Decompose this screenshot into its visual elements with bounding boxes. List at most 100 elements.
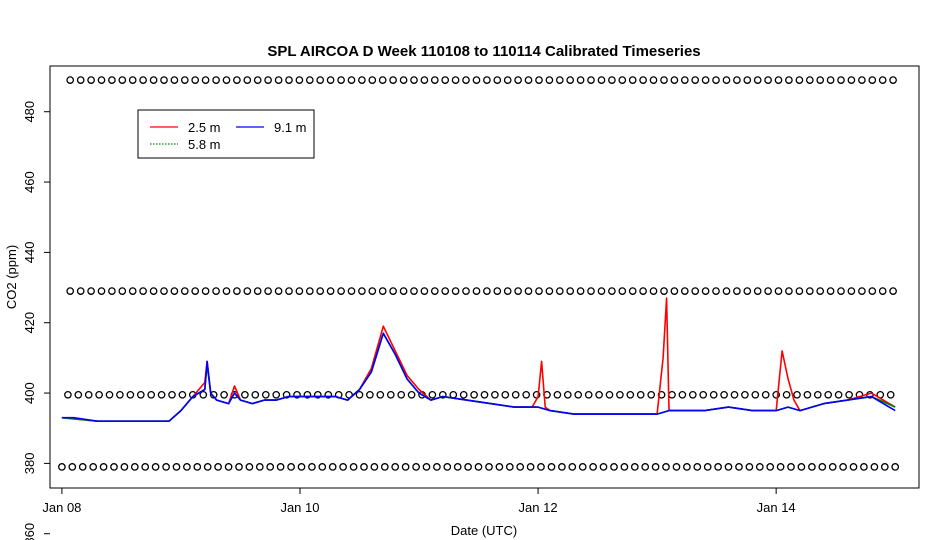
marker-point-row0 — [464, 463, 472, 471]
x-tick-label: Jan 14 — [757, 500, 796, 515]
marker-point-row3 — [441, 76, 450, 84]
marker-point-row3 — [680, 76, 689, 84]
marker-point-row3 — [472, 76, 481, 84]
marker-point-row0 — [89, 463, 98, 471]
marker-point-row0 — [745, 463, 754, 471]
marker-point-row0 — [328, 463, 337, 471]
marker-point-row0 — [443, 463, 452, 471]
marker-point-row2 — [212, 287, 220, 295]
y-axis: 360 380 400 420 440 460 480 — [22, 101, 50, 540]
marker-point-row2 — [660, 287, 668, 295]
marker-point-row3 — [305, 76, 314, 84]
marker-point-row1 — [491, 390, 499, 399]
marker-point-row2 — [118, 287, 127, 295]
marker-point-row1 — [699, 390, 708, 399]
marker-point-row3 — [420, 76, 429, 84]
marker-point-row1 — [64, 390, 72, 399]
marker-point-row1 — [782, 390, 791, 399]
marker-point-row3 — [837, 76, 845, 84]
marker-point-row0 — [485, 463, 493, 471]
marker-point-row3 — [201, 76, 210, 84]
y-tick-label: 480 — [22, 101, 37, 123]
marker-point-row3 — [180, 76, 189, 84]
marker-point-row3 — [264, 76, 272, 84]
marker-point-row1 — [272, 390, 281, 399]
y-axis-label: CO2 (ppm) — [4, 245, 19, 309]
marker-point-row3 — [253, 76, 262, 84]
plot-frame — [49, 65, 920, 489]
marker-point-row2 — [326, 287, 335, 295]
marker-point-row0 — [516, 463, 525, 471]
marker-point-row3 — [566, 76, 575, 84]
legend: 2.5 m 5.8 m 9.1 m — [137, 109, 315, 159]
marker-point-row2 — [868, 287, 877, 295]
marker-point-row2 — [878, 287, 887, 295]
marker-point-row2 — [66, 287, 75, 295]
marker-point-row2 — [451, 287, 460, 295]
marker-point-row3 — [733, 76, 741, 84]
marker-point-row2 — [712, 287, 720, 295]
marker-point-row2 — [733, 287, 741, 295]
marker-point-row1 — [366, 390, 374, 399]
marker-point-row0 — [370, 463, 379, 471]
marker-point-row0 — [214, 463, 222, 471]
marker-point-row3 — [743, 76, 752, 84]
marker-point-row2 — [139, 287, 147, 295]
marker-point-row0 — [641, 463, 650, 471]
marker-point-row3 — [128, 76, 137, 84]
marker-point-row2 — [576, 287, 585, 295]
marker-point-row2 — [180, 287, 189, 295]
marker-point-row1 — [84, 390, 93, 399]
marker-point-row3 — [545, 76, 554, 84]
marker-point-row2 — [462, 287, 470, 295]
marker-point-row2 — [483, 287, 491, 295]
marker-point-row1 — [376, 390, 385, 399]
marker-point-row0 — [558, 463, 566, 471]
marker-point-row0 — [266, 463, 275, 471]
marker-point-row3 — [170, 76, 179, 84]
marker-point-row1 — [470, 390, 478, 399]
marker-point-row0 — [78, 463, 87, 471]
marker-point-row2 — [889, 287, 897, 295]
marker-point-row1 — [824, 390, 833, 399]
marker-point-row1 — [678, 390, 687, 399]
marker-point-row2 — [847, 287, 856, 295]
marker-point-row3 — [722, 76, 731, 84]
marker-point-row3 — [66, 76, 75, 84]
marker-point-row3 — [639, 76, 647, 84]
marker-point-row3 — [670, 76, 679, 84]
marker-point-row1 — [741, 390, 749, 399]
marker-point-row1 — [886, 390, 895, 399]
y-tick-label: 440 — [22, 242, 37, 264]
y-tick-label: 380 — [22, 453, 37, 475]
marker-point-row2 — [399, 287, 408, 295]
marker-point-row3 — [587, 76, 595, 84]
marker-point-row2 — [795, 287, 804, 295]
marker-point-row1 — [511, 390, 520, 399]
marker-point-row1 — [407, 390, 416, 399]
marker-point-row0 — [276, 463, 285, 471]
marker-point-row1 — [751, 390, 760, 399]
marker-point-row0 — [620, 463, 629, 471]
marker-point-row0 — [162, 463, 170, 471]
marker-point-row2 — [358, 287, 366, 295]
marker-point-row0 — [235, 463, 243, 471]
marker-point-row0 — [99, 463, 108, 471]
marker-point-row0 — [495, 463, 504, 471]
marker-point-row0 — [599, 463, 608, 471]
marker-point-row3 — [826, 76, 835, 84]
marker-point-row0 — [776, 463, 785, 471]
marker-point-row1 — [584, 390, 593, 399]
marker-point-row1 — [563, 390, 572, 399]
marker-point-row0 — [287, 463, 295, 471]
marker-point-row3 — [660, 76, 668, 84]
marker-point-row3 — [337, 76, 345, 84]
marker-point-row3 — [316, 76, 325, 84]
marker-point-row1 — [168, 390, 176, 399]
marker-point-row0 — [130, 463, 139, 471]
marker-point-row2 — [535, 287, 543, 295]
marker-point-row0 — [714, 463, 722, 471]
marker-point-row1 — [501, 390, 510, 399]
marker-point-row1 — [574, 390, 583, 399]
marker-point-row2 — [253, 287, 262, 295]
